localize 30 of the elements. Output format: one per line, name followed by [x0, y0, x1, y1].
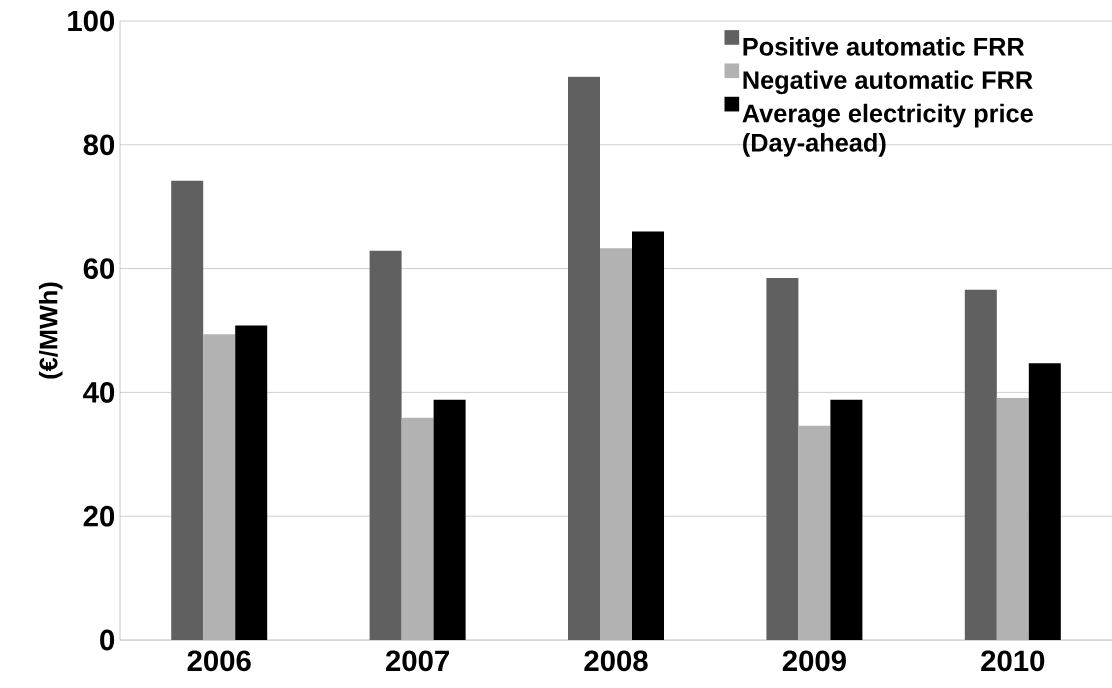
bar: [401, 417, 434, 640]
y-tick-label: 40: [83, 382, 115, 403]
bar: [632, 231, 665, 640]
bar: [568, 76, 601, 640]
bar: [964, 289, 997, 640]
x-tick-label: 2010: [981, 650, 1045, 672]
y-tick-label: 0: [100, 629, 115, 651]
y-axis-title: (€/MWh): [38, 282, 63, 379]
x-tick-label: 2009: [782, 650, 846, 672]
y-tick-label: 20: [83, 505, 115, 527]
legend-label: Negative automatic FRR: [743, 70, 1033, 95]
bar: [203, 334, 236, 640]
bar: [798, 425, 831, 640]
x-tick-label: 2006: [187, 650, 251, 672]
legend-label: Positive automatic FRR: [743, 37, 1025, 56]
bar: [1028, 363, 1061, 640]
y-tick-label: 100: [68, 10, 115, 32]
legend-label: Average electricity price (Day-ahead): [742, 103, 1033, 157]
bar: [766, 277, 799, 640]
bar: [171, 180, 204, 640]
bar: [433, 399, 466, 640]
y-tick-label: 60: [83, 258, 115, 279]
bar: [235, 325, 268, 640]
bar: [830, 399, 863, 640]
x-tick-label: 2008: [584, 650, 648, 672]
bar: [600, 248, 632, 640]
bar: [369, 250, 402, 640]
y-tick-label: 80: [83, 134, 115, 156]
x-tick-label: 2007: [386, 650, 449, 672]
bar: [996, 397, 1029, 640]
